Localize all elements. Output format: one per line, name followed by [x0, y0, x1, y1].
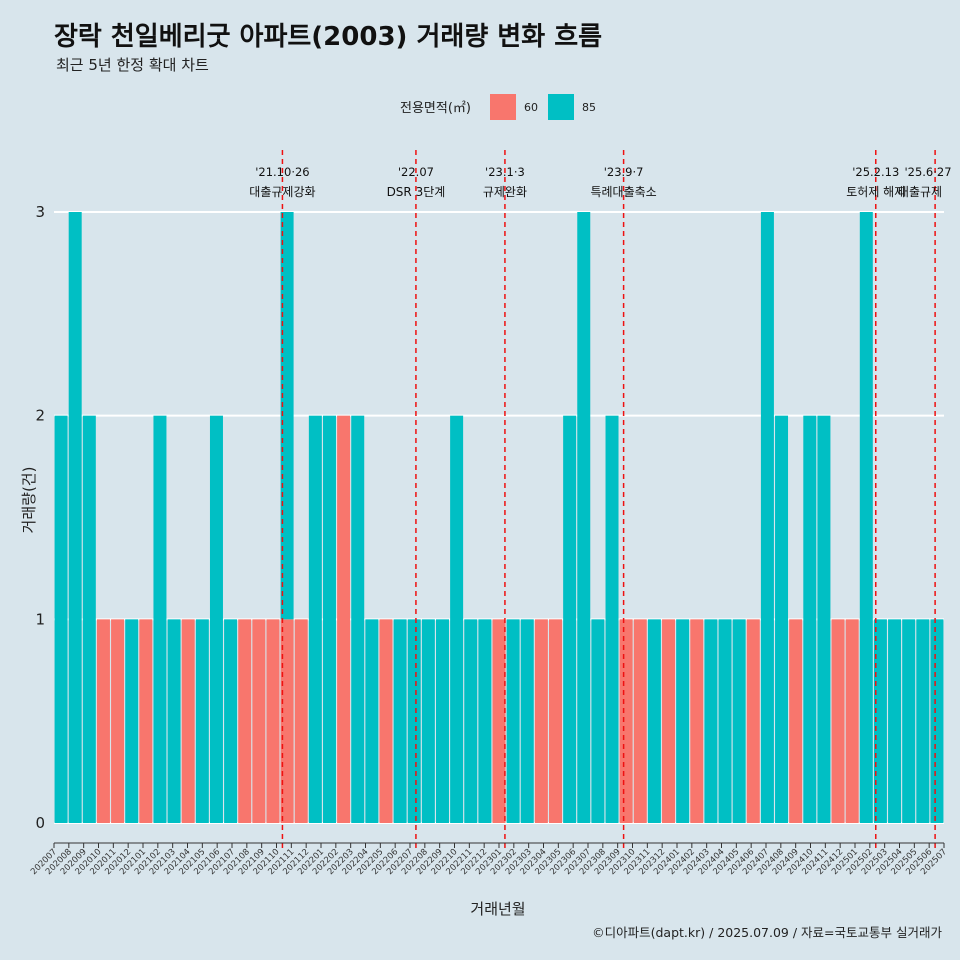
x-axis: 2020072020082020092020102020112020122021… — [29, 842, 949, 877]
bar-85-202305 — [421, 619, 435, 823]
bar-60-202301 — [379, 619, 393, 823]
bar-85-202412 — [605, 415, 619, 823]
bar-85-202111 — [224, 619, 238, 823]
bar-85-202309 — [450, 415, 464, 823]
bar-85-202411 — [591, 619, 605, 823]
event-label: 토허제 해제 — [846, 185, 905, 199]
bar-60-202202 — [266, 619, 280, 823]
chart-subtitle: 최근 5년 한정 확대 차트 — [56, 56, 209, 74]
bar-85-202509 — [732, 619, 746, 823]
bar-60-202402 — [492, 619, 506, 823]
y-tick-label: 0 — [35, 814, 45, 832]
y-tick-label: 3 — [35, 203, 45, 221]
bar-85-202109 — [209, 415, 223, 823]
bar-85-202209 — [351, 415, 365, 823]
bar-85-202009 — [68, 212, 82, 823]
legend-swatch-85 — [548, 94, 574, 120]
bar-60-202506 — [690, 619, 704, 823]
bar-85-202609 — [902, 619, 916, 823]
bar-60-202601 — [789, 619, 803, 823]
bar-85-202404 — [506, 619, 520, 823]
bar-60-202502 — [633, 619, 647, 823]
bar-85-202102 — [125, 619, 139, 823]
y-axis-title: 거래량(건) — [20, 467, 38, 534]
bar-85-202312 — [478, 619, 492, 823]
bar-85-202310 — [464, 619, 478, 823]
bar-85-202105 — [167, 619, 181, 823]
bar-85-202602 — [803, 415, 817, 823]
bar-85-202302 — [393, 619, 407, 823]
bar-85-202210 — [365, 619, 379, 823]
bar-85-202606 — [859, 212, 873, 823]
event-label: 대출규제강화 — [249, 185, 315, 199]
bar-60-202205 — [294, 619, 308, 823]
bar-60-202504 — [662, 619, 676, 823]
bar-60-202604 — [831, 619, 845, 823]
event-label: DSR 3단계 — [387, 185, 446, 199]
y-tick-label: 2 — [35, 407, 45, 425]
bar-85-202607 — [873, 619, 887, 823]
bar-60-202203 — [280, 619, 294, 823]
bars — [54, 212, 944, 823]
event-date: '23.1·3 — [485, 165, 525, 179]
legend-swatch-60 — [490, 94, 516, 120]
bar-85-202508 — [718, 619, 732, 823]
bar-85-202108 — [195, 619, 209, 823]
bar-85-202007 — [54, 415, 68, 823]
bar-85-202307 — [435, 619, 449, 823]
bar-85-202505 — [676, 619, 690, 823]
bar-60-202208 — [337, 415, 351, 823]
event-date: '23.9·7 — [604, 165, 644, 179]
bar-60-202112 — [238, 619, 252, 823]
legend-label-85: 85 — [582, 101, 596, 114]
bar-85-202611 — [930, 619, 944, 823]
bar-85-202206 — [308, 415, 322, 823]
event-date: '25.2.13 — [852, 165, 899, 179]
bar-60-202408 — [549, 619, 563, 823]
bar-60-202407 — [534, 619, 548, 823]
bar-60-202011 — [96, 619, 110, 823]
event-label: 특례대출축소 — [590, 185, 656, 199]
bar-85-202511 — [760, 212, 774, 823]
chart-title: 장락 천일베리굿 아파트(2003) 거래량 변화 흐름 — [54, 22, 603, 52]
bar-85-202410 — [577, 212, 591, 823]
legend: 전용면적(㎡) 60 85 — [400, 94, 596, 120]
bar-85-202409 — [563, 415, 577, 823]
bar-85-202608 — [888, 619, 902, 823]
event-date: '25.6·27 — [904, 165, 951, 179]
legend-label-60: 60 — [524, 101, 538, 114]
bar-85-202603 — [817, 415, 831, 823]
bar-85-202507 — [704, 619, 718, 823]
event-lines: '21.10·26 대출규제강화 '22.07 DSR 3단계 '23.1·3 규제완화 '… — [249, 150, 952, 848]
bar-60-202103 — [139, 619, 153, 823]
legend-title: 전용면적(㎡) — [400, 101, 471, 116]
bar-85-202406 — [520, 619, 534, 823]
bar-85-202512 — [775, 415, 789, 823]
bar-60-202510 — [746, 619, 760, 823]
bar-60-202605 — [845, 619, 859, 823]
event-date: '22.07 — [398, 165, 434, 179]
bar-60-202201 — [252, 619, 266, 823]
bar-85-202503 — [647, 619, 661, 823]
bar-85-202207 — [322, 415, 336, 823]
bar-60-202501 — [619, 619, 633, 823]
event-label: 대출규제 — [898, 185, 942, 199]
y-axis-ticks: 0 1 2 3 — [35, 203, 45, 832]
source-caption: ©디아파트(dapt.kr) / 2025.07.09 / 자료=국토교통부 실… — [592, 925, 942, 940]
event-date: '21.10·26 — [255, 165, 309, 179]
bar-85-202010 — [82, 415, 96, 823]
event-label: 규제완화 — [483, 185, 527, 199]
bar-60-202107 — [181, 619, 195, 823]
bar-60-202101 — [111, 619, 125, 823]
y-tick-label: 1 — [35, 610, 45, 628]
x-axis-title: 거래년월 — [470, 900, 525, 918]
bar-85-202203 — [280, 212, 294, 620]
bar-85-202610 — [916, 619, 930, 823]
bar-85-202303 — [407, 619, 421, 823]
bar-85-202104 — [153, 415, 167, 823]
